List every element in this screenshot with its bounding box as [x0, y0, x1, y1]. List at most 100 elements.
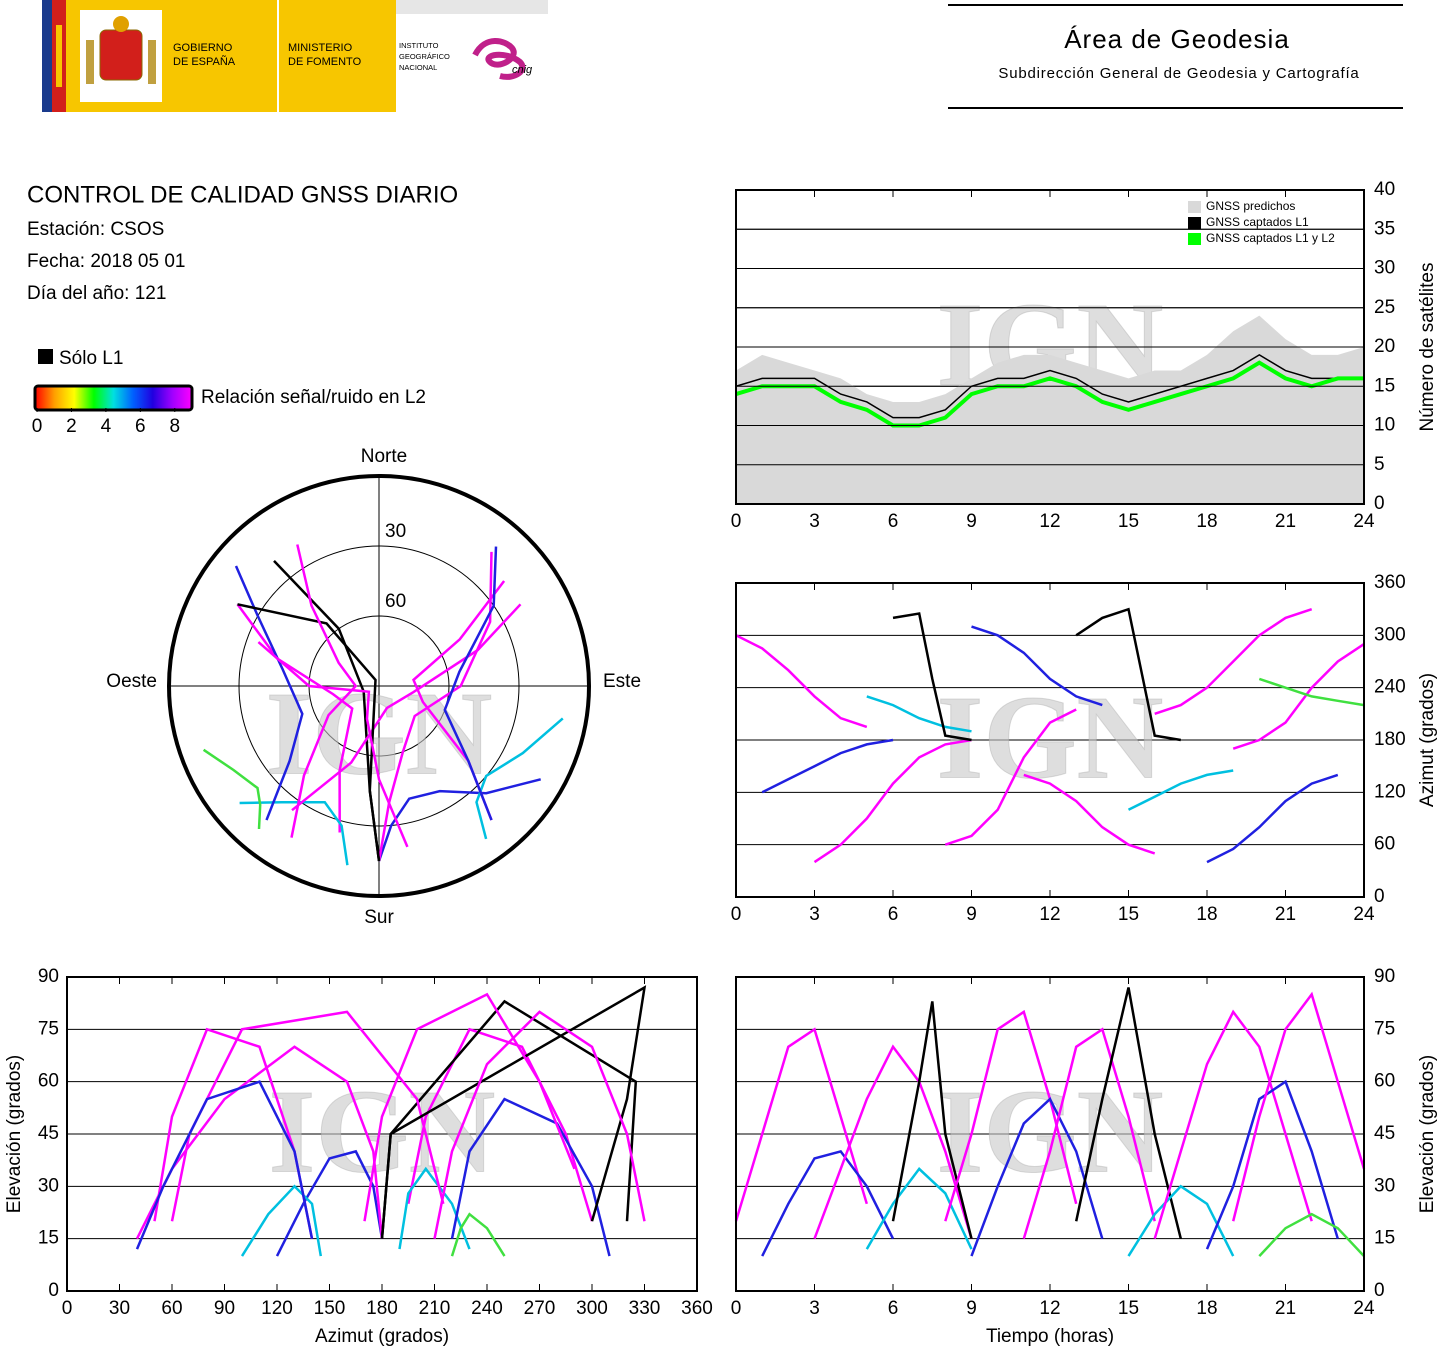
legend-swatch — [38, 349, 53, 364]
x-tick-label: 12 — [1039, 904, 1060, 925]
x-tick-label: 15 — [1118, 1298, 1139, 1319]
y-tick-label: 0 — [1374, 493, 1385, 514]
x-tick-label: 90 — [214, 1298, 235, 1319]
satellite-track — [1231, 991, 1366, 1222]
cnig-text: cnig — [512, 64, 533, 76]
y-axis-label: Elevación (grados) — [1417, 1055, 1438, 1213]
legend-swatch — [1188, 201, 1201, 213]
institute-text: INSTITUTO — [399, 41, 439, 50]
x-tick-label: 60 — [161, 1298, 182, 1319]
satellite-track — [1258, 677, 1365, 707]
x-tick-label: 9 — [966, 511, 977, 532]
sky-track — [202, 748, 262, 830]
x-tick-label: 270 — [524, 1298, 556, 1319]
watermark: IGN — [937, 671, 1164, 804]
y-axis-label: Elevación (grados) — [4, 1055, 25, 1213]
direction-label: Sur — [364, 907, 394, 928]
satellite-track — [813, 738, 972, 864]
cnig-logo — [472, 38, 526, 80]
x-tick-label: 3 — [809, 1298, 820, 1319]
info-line: Fecha: 2018 05 01 — [27, 251, 185, 272]
satellite-track — [866, 695, 972, 733]
horizon — [167, 474, 591, 898]
x-tick-label: 21 — [1275, 904, 1296, 925]
y-tick-label: 60 — [38, 1071, 59, 1092]
x-tick-label: 6 — [888, 511, 899, 532]
y-tick-label: 10 — [1374, 415, 1395, 436]
y-tick-label: 35 — [1374, 218, 1395, 239]
legend-swatch — [1188, 233, 1201, 245]
satellite-track — [761, 1149, 895, 1257]
plot-frame — [735, 976, 1365, 1292]
x-tick-label: 12 — [1039, 1298, 1060, 1319]
direction-label: Este — [603, 671, 641, 692]
plot-frame — [735, 582, 1365, 898]
line — [735, 360, 1364, 428]
x-tick-label: 0 — [731, 904, 742, 925]
colorbar-tick: 6 — [135, 416, 146, 437]
x-tick-label: 15 — [1118, 511, 1139, 532]
satellite-track — [1232, 643, 1365, 750]
satellite-track — [135, 1080, 314, 1250]
y-tick-label: 45 — [38, 1123, 59, 1144]
y-tick-label: 15 — [38, 1228, 59, 1249]
x-tick-label: 9 — [966, 904, 977, 925]
legend-label: GNSS captados L1 — [1206, 215, 1309, 229]
y-tick-label: 45 — [1374, 1123, 1395, 1144]
y-tick-label: 15 — [1374, 375, 1395, 396]
y-tick-label: 30 — [1374, 258, 1395, 279]
satellite-track — [1075, 607, 1182, 742]
area-title: Área de Geodesia — [1064, 24, 1290, 54]
x-tick-label: 30 — [109, 1298, 130, 1319]
y-tick-label: 15 — [1374, 1228, 1395, 1249]
legend-label: GNSS predichos — [1206, 199, 1295, 213]
satellite-track — [1127, 1184, 1235, 1257]
coat-crown — [113, 16, 129, 32]
plot-frame — [735, 189, 1365, 505]
x-tick-label: 21 — [1275, 1298, 1296, 1319]
gov-text: DE ESPAÑA — [173, 55, 236, 68]
x-tick-label: 0 — [731, 511, 742, 532]
satellite-track — [970, 1097, 1104, 1257]
satellite-track — [865, 1167, 973, 1250]
colorbar — [33, 384, 194, 412]
satellite-track — [944, 1009, 1078, 1222]
satellite-track — [1074, 987, 1183, 1240]
satellite-track — [1206, 773, 1339, 864]
colorbar-tick: 8 — [169, 416, 180, 437]
y-tick-label: 5 — [1374, 454, 1385, 475]
x-tick-label: 180 — [366, 1298, 398, 1319]
satellite-track — [892, 612, 972, 742]
y-tick-label: 75 — [38, 1018, 59, 1039]
ring-label: 30 — [385, 521, 406, 542]
elevation-ring — [238, 545, 520, 827]
info-line: Día del año: 121 — [27, 283, 166, 304]
x-tick-label: 18 — [1196, 904, 1217, 925]
satellite-track — [1258, 1212, 1365, 1257]
y-tick-label: 90 — [1374, 966, 1395, 987]
colorbar-tick: 4 — [101, 416, 112, 437]
y-axis-label: Número de satélites — [1417, 263, 1438, 432]
y-tick-label: 120 — [1374, 781, 1406, 802]
area — [736, 315, 1364, 504]
x-tick-label: 24 — [1353, 904, 1375, 925]
coat-pillar — [148, 40, 156, 84]
sky-track — [443, 546, 498, 821]
area-subtitle: Subdirección General de Geodesia y Carto… — [998, 65, 1359, 82]
satellite-track — [1023, 773, 1156, 855]
y-tick-label: 300 — [1374, 624, 1406, 645]
colorbar-label: Relación señal/ruido en L2 — [201, 387, 426, 408]
x-tick-label: 3 — [809, 904, 820, 925]
satellite-track — [450, 1212, 506, 1257]
x-tick-label: 0 — [731, 1298, 742, 1319]
y-tick-label: 30 — [38, 1175, 59, 1196]
y-tick-label: 75 — [1374, 1018, 1395, 1039]
x-axis-label: Tiempo (horas) — [986, 1326, 1114, 1347]
x-tick-label: 6 — [888, 1298, 899, 1319]
x-tick-label: 24 — [1353, 1298, 1375, 1319]
logo-gray-bar — [396, 0, 548, 14]
institute-text: NACIONAL — [399, 63, 437, 72]
legend-label: GNSS captados L1 y L2 — [1206, 231, 1335, 245]
coat-of-arms — [99, 29, 143, 81]
satellite-track — [891, 1001, 973, 1240]
